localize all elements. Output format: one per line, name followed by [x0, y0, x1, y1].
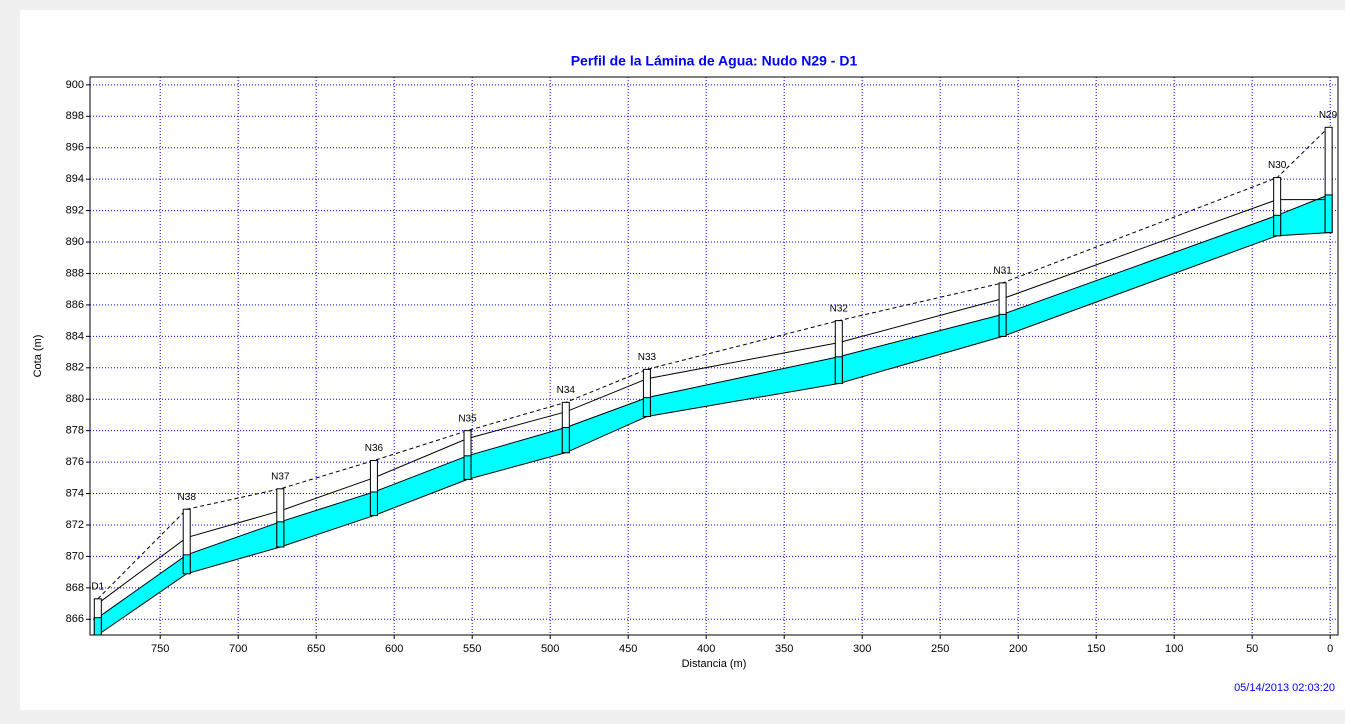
x-tick-label: 250	[931, 643, 949, 655]
node-water	[561, 427, 570, 454]
y-tick-label: 894	[66, 173, 84, 185]
y-tick-label: 868	[66, 582, 84, 594]
y-tick-label: 874	[66, 487, 84, 499]
x-tick-label: 400	[697, 643, 715, 655]
y-axis-label: Cota (m)	[32, 335, 44, 378]
plot-frame	[89, 76, 1339, 636]
y-tick-label: 872	[66, 519, 84, 531]
node-label: N31	[993, 266, 1012, 277]
y-tick-label: 880	[66, 393, 84, 405]
y-tick-label: 870	[66, 550, 84, 562]
x-tick-label: 600	[385, 643, 403, 655]
chart-title: Perfil de la Lámina de Agua: Nudo N29 - …	[571, 53, 858, 69]
x-tick-label: 150	[1087, 643, 1105, 655]
x-tick-label: 300	[853, 643, 871, 655]
node-label: N32	[830, 303, 849, 314]
y-tick-label: 900	[66, 79, 84, 91]
y-tick-label: 898	[66, 110, 84, 122]
x-tick-label: 350	[775, 643, 793, 655]
y-tick-label: 890	[66, 236, 84, 248]
node-water	[369, 491, 378, 517]
node-label: N35	[458, 413, 477, 424]
node-water	[276, 521, 285, 548]
node-label: N30	[1268, 160, 1287, 171]
x-tick-label: 50	[1246, 643, 1258, 655]
node-water	[463, 455, 472, 480]
node-water	[642, 397, 651, 418]
node-label: N38	[178, 492, 197, 503]
node-water	[1273, 214, 1282, 237]
x-tick-label: 0	[1327, 643, 1333, 655]
y-tick-label: 886	[66, 299, 84, 311]
y-tick-label: 882	[66, 362, 84, 374]
x-axis-label: Distancia (m)	[682, 658, 747, 670]
x-tick-label: 700	[229, 643, 247, 655]
x-tick-label: 200	[1009, 643, 1027, 655]
node-label: N29	[1319, 110, 1338, 121]
x-tick-label: 450	[619, 643, 637, 655]
x-tick-label: 550	[463, 643, 481, 655]
node-label: N34	[557, 385, 576, 396]
y-tick-label: 888	[66, 267, 84, 279]
x-tick-label: 500	[541, 643, 559, 655]
node-water	[1324, 194, 1333, 234]
x-tick-label: 100	[1165, 643, 1183, 655]
y-tick-label: 876	[66, 456, 84, 468]
node-water	[834, 356, 843, 385]
x-tick-label: 750	[151, 643, 169, 655]
node-water	[93, 617, 102, 636]
y-tick-label: 866	[66, 613, 84, 625]
y-tick-label: 884	[66, 330, 84, 342]
x-tick-label: 650	[307, 643, 325, 655]
timestamp: 05/14/2013 02:03:20	[1234, 682, 1335, 694]
node-label: D1	[91, 581, 104, 592]
node-water	[182, 554, 191, 575]
node-label: N33	[638, 352, 657, 363]
node-label: N36	[365, 443, 384, 454]
y-tick-label: 892	[66, 205, 84, 217]
y-tick-label: 878	[66, 425, 84, 437]
node-water	[998, 313, 1007, 337]
y-tick-label: 896	[66, 142, 84, 154]
node-label: N37	[271, 471, 290, 482]
